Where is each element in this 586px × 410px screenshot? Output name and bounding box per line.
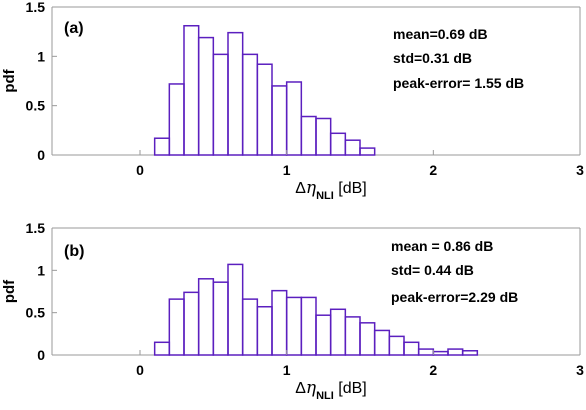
y-ticks: 0 0.5 1 1.5 — [26, 220, 57, 363]
x-axis-label-unit: [dB] — [334, 380, 367, 397]
x-tick-label: 2 — [429, 362, 437, 378]
histogram-bar — [212, 281, 229, 356]
x-axis-label-eta: η — [306, 178, 317, 198]
histogram-bar — [300, 115, 317, 156]
x-tick-label: 1 — [283, 162, 291, 178]
y-tick-label: 1.5 — [26, 0, 46, 15]
panel-label: (b) — [64, 243, 84, 260]
histogram-bar — [461, 350, 479, 356]
panel-label: (a) — [64, 20, 84, 37]
y-tick-label: 0.5 — [26, 98, 46, 114]
histogram-bar — [285, 296, 303, 356]
y-tick-label: 0 — [37, 347, 45, 363]
x-axis-label: ΔηNLI [dB] — [295, 378, 367, 402]
y-tick-label: 0.5 — [26, 305, 46, 321]
histogram-bar — [241, 298, 259, 356]
histogram-bar — [241, 53, 259, 156]
histogram-bar — [212, 53, 229, 156]
x-axis-label-delta: Δ — [295, 180, 306, 197]
histogram-bar — [344, 316, 361, 356]
y-tick-label: 1 — [37, 262, 45, 278]
x-ticks: 0 1 2 3 — [136, 350, 584, 378]
panel-a: 0 0.5 1 1.5 0 1 2 3 pdf (a) mean=0.69 dB std=0… — [1, 0, 584, 202]
std-annotation: std= 0.44 dB — [391, 262, 474, 278]
histogram-bar — [388, 335, 405, 356]
mean-annotation: mean = 0.86 dB — [391, 238, 493, 254]
histogram-bar — [417, 348, 435, 356]
histogram-bar — [329, 132, 347, 156]
panel-b: 0 0.5 1 1.5 0 1 2 3 pdf (b) mean = 0.86 dB std… — [1, 220, 584, 402]
histogram-bar — [168, 298, 185, 356]
x-tick-label: 0 — [136, 362, 144, 378]
histogram-bar — [315, 117, 332, 156]
histogram-bar — [183, 24, 200, 156]
histogram-bar — [432, 350, 449, 356]
histogram-bar — [344, 139, 361, 156]
bars-group — [153, 263, 479, 356]
histogram-bar — [271, 85, 288, 156]
y-axis-label: pdf — [1, 68, 18, 92]
histogram-bar — [271, 289, 288, 356]
x-tick-label: 0 — [136, 162, 144, 178]
histogram-bar — [256, 305, 273, 356]
x-tick-label: 3 — [576, 362, 584, 378]
histogram-bar — [153, 341, 171, 356]
x-axis-label-delta: Δ — [295, 380, 306, 397]
bars-group — [153, 24, 376, 156]
histogram-bar — [359, 147, 376, 156]
y-tick-label: 1.5 — [26, 220, 46, 236]
x-tick-label: 2 — [429, 162, 437, 178]
x-axis-label-subscript: NLI — [316, 190, 334, 202]
histogram-bar — [153, 137, 171, 156]
peak-error-annotation: peak-error= 1.55 dB — [393, 75, 524, 91]
x-tick-label: 1 — [283, 362, 291, 378]
histogram-bar — [403, 341, 420, 356]
mean-annotation: mean=0.69 dB — [393, 26, 488, 42]
histogram-bar — [447, 348, 464, 356]
std-annotation: std=0.31 dB — [393, 50, 472, 66]
histogram-bar — [227, 31, 244, 156]
y-ticks: 0 0.5 1 1.5 — [26, 0, 57, 163]
histogram-bar — [197, 278, 215, 356]
histogram-bar — [227, 263, 244, 356]
x-axis-label: ΔηNLI [dB] — [295, 178, 367, 202]
histogram-bar — [373, 329, 391, 356]
histogram-bar — [168, 83, 185, 156]
x-axis-label-subscript: NLI — [316, 390, 334, 402]
histogram-bar — [329, 308, 347, 356]
x-ticks: 0 1 2 3 — [136, 150, 584, 178]
y-axis-label: pdf — [1, 279, 18, 303]
histogram-bar — [256, 63, 273, 156]
histogram-bar — [285, 81, 303, 156]
y-tick-label: 0 — [37, 147, 45, 163]
x-axis-label-unit: [dB] — [334, 180, 367, 197]
x-tick-label: 3 — [576, 162, 584, 178]
peak-error-annotation: peak-error=2.29 dB — [391, 289, 518, 305]
histogram-bar — [183, 291, 200, 356]
histogram-bar — [315, 314, 332, 356]
histogram-bar — [197, 36, 215, 156]
x-axis-label-eta: η — [306, 378, 317, 398]
y-tick-label: 1 — [37, 48, 45, 64]
histogram-bar — [300, 296, 317, 356]
histogram-bar — [359, 322, 376, 356]
